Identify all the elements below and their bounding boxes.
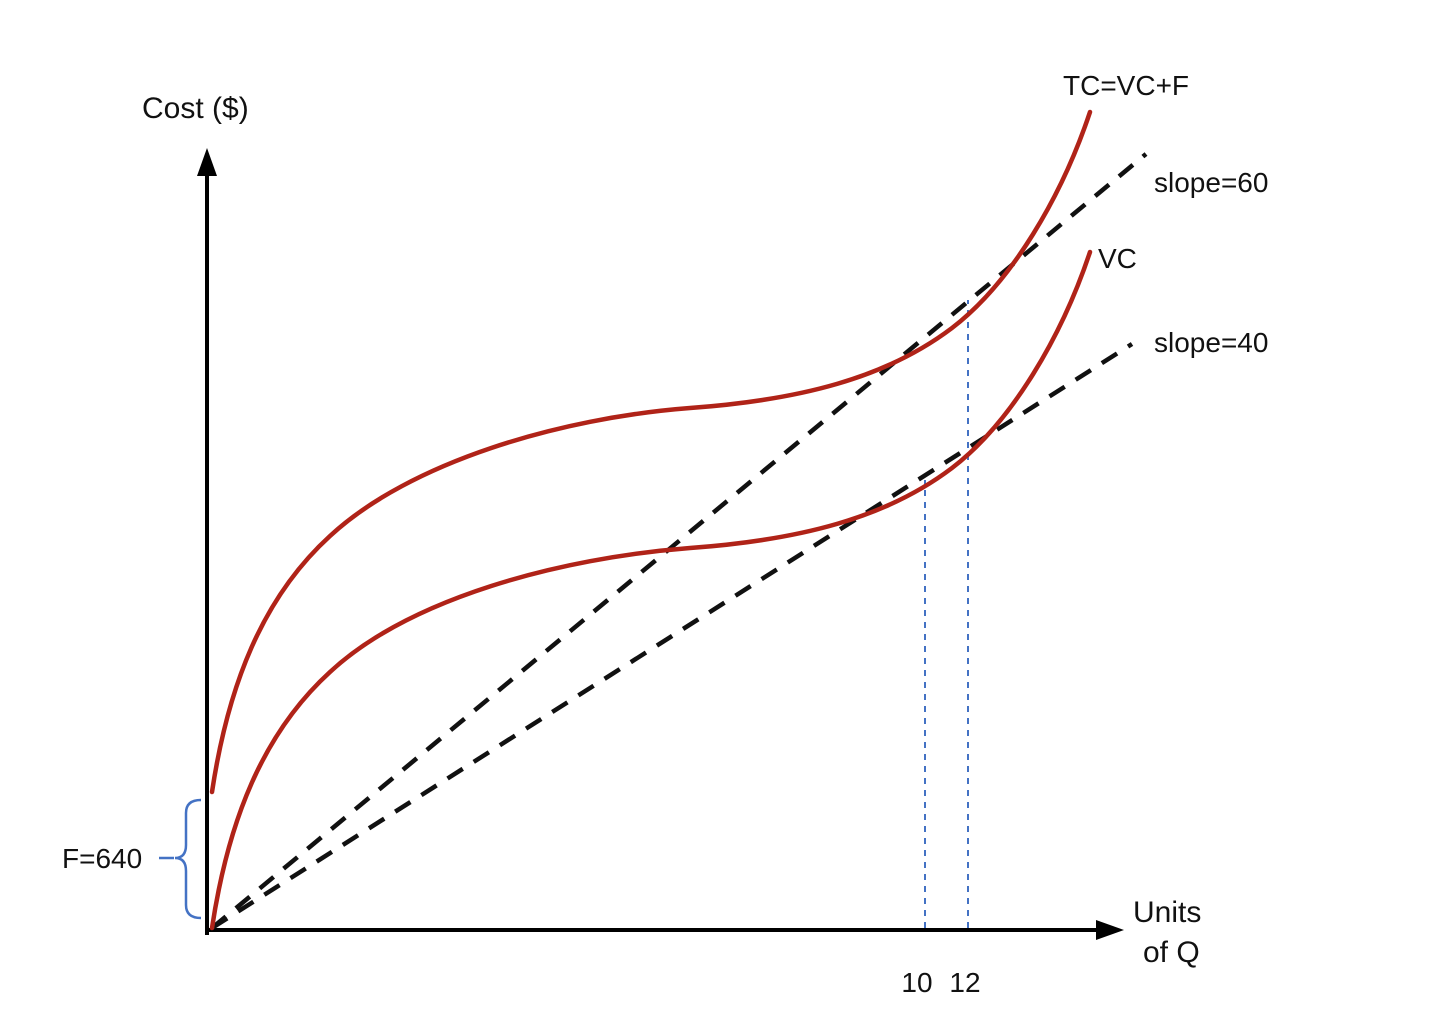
y-axis-arrow-icon xyxy=(197,148,217,176)
fixed-cost-brace xyxy=(174,798,202,920)
x-tick-12: 12 xyxy=(949,967,980,998)
x-axis-arrow-icon xyxy=(1096,920,1124,940)
slope-40-label: slope=40 xyxy=(1154,327,1268,358)
vc-curve-label: VC xyxy=(1098,243,1137,274)
slope-60-label: slope=60 xyxy=(1154,167,1268,198)
x-tick-10: 10 xyxy=(901,967,932,998)
tc-curve xyxy=(209,109,1093,795)
slope-60-ray xyxy=(210,152,1148,930)
vc-curve xyxy=(209,249,1093,931)
tc-curve-label: TC=VC+F xyxy=(1063,70,1189,101)
x-axis-label-line1: Units xyxy=(1133,896,1201,929)
fixed-cost-label: F=640 xyxy=(62,843,142,874)
y-axis-label: Cost ($) xyxy=(142,92,249,125)
x-axis-label-line2: of Q xyxy=(1143,936,1200,969)
slope-40-ray xyxy=(210,342,1134,930)
